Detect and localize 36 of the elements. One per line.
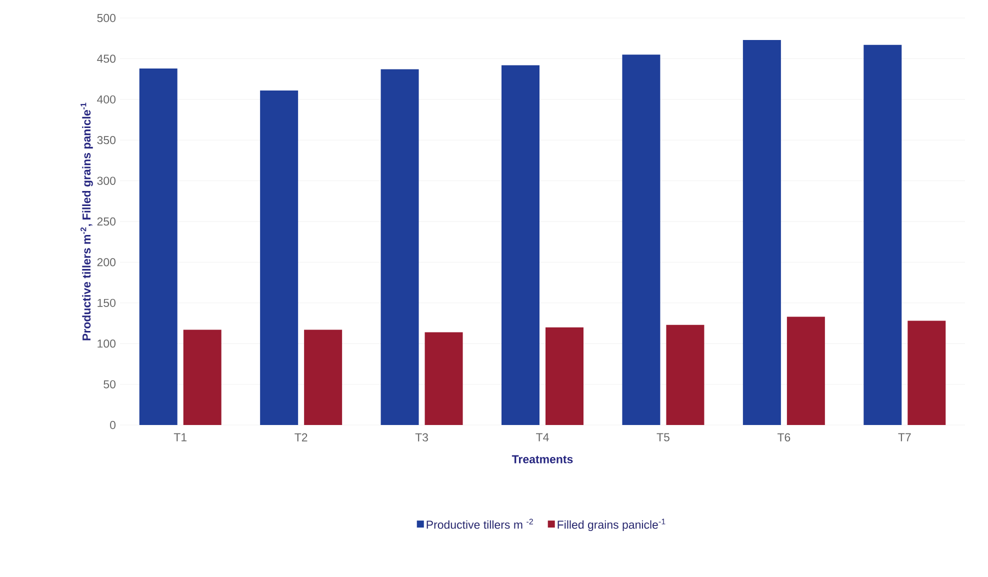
bar	[380, 69, 419, 425]
bar	[502, 65, 540, 425]
x-tick-label: T4	[536, 433, 549, 442]
y-tick-label: 150	[98, 298, 116, 307]
legend-label: Filled grains panicle$^{-1}$	[558, 518, 666, 532]
bar	[546, 327, 584, 425]
y-tick-label: 50	[104, 380, 116, 388]
bar	[183, 330, 222, 425]
bar	[260, 90, 298, 425]
bar	[786, 316, 825, 425]
x-tick-label: T2	[294, 433, 308, 442]
y-tick-label: 200	[97, 258, 116, 266]
y-tick-label: 400	[97, 95, 116, 104]
bar	[864, 44, 902, 425]
bar	[666, 324, 704, 425]
y-axis-title: Productive tillers m$^{-2}$, Filled grains panicle$^{-1}$	[80, 102, 93, 340]
bar	[139, 68, 178, 425]
y-tick-label: 500	[97, 14, 116, 22]
y-tick-label: 300	[97, 176, 116, 185]
y-tick-label: 100	[98, 340, 116, 348]
x-tick-label: T6	[777, 433, 790, 442]
x-tick-label: T7	[898, 433, 911, 442]
legend-label: Productive tillers m $^{-2}$	[426, 518, 533, 529]
x-tick-label: T5	[656, 433, 670, 442]
bar	[908, 320, 946, 425]
y-tick-label: 450	[97, 54, 116, 63]
y-tick-label: 350	[97, 136, 116, 144]
bar	[424, 332, 463, 425]
bar	[742, 40, 781, 425]
x-tick-label: T3	[415, 433, 428, 442]
bar	[304, 330, 342, 425]
x-axis-title: Treatments	[512, 455, 573, 464]
x-tick-label: T1	[174, 433, 187, 442]
bar	[622, 54, 660, 425]
y-tick-label: 0	[110, 420, 116, 430]
y-tick-label: 250	[97, 217, 116, 226]
